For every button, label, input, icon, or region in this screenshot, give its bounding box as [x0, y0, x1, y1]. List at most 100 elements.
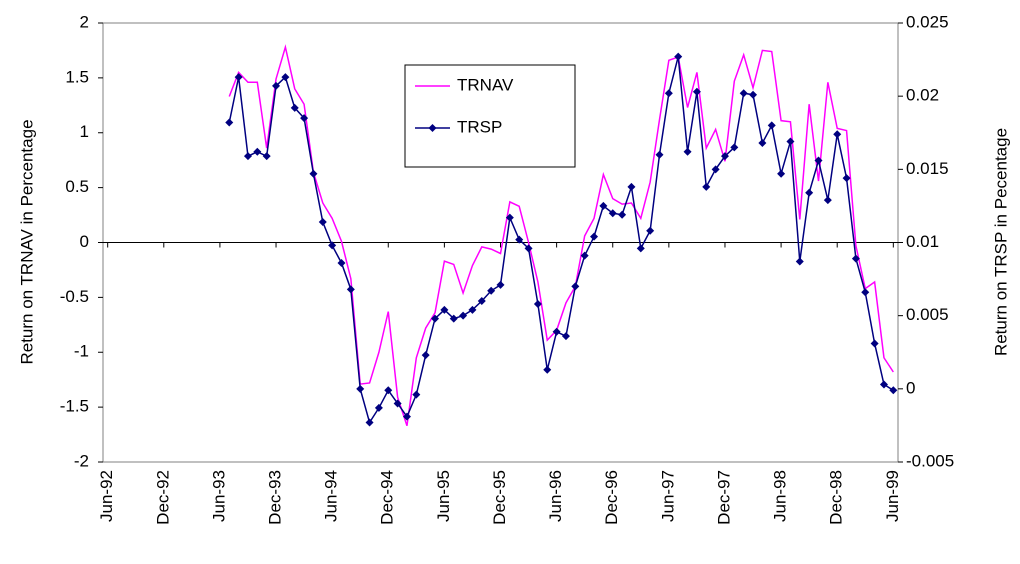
- data-point: [272, 81, 281, 90]
- data-point: [225, 118, 234, 127]
- data-point: [262, 152, 271, 161]
- data-point: [627, 182, 636, 191]
- x-tick-label: Jun-92: [97, 470, 116, 522]
- data-point: [861, 288, 870, 297]
- data-point: [393, 399, 402, 408]
- series-line: [228, 44, 894, 427]
- data-point: [487, 286, 496, 295]
- x-tick-label: Dec-98: [827, 470, 846, 525]
- data-point: [515, 235, 524, 244]
- data-point: [889, 386, 898, 395]
- data-point: [739, 89, 748, 98]
- data-point: [692, 87, 701, 96]
- y-tick-label: 1: [80, 122, 89, 141]
- y-tick-label: -0.5: [60, 287, 89, 306]
- data-point: [468, 305, 477, 314]
- data-point: [636, 244, 645, 253]
- data-point: [561, 332, 570, 341]
- data-point: [777, 169, 786, 178]
- data-point: [720, 152, 729, 161]
- data-point: [412, 390, 421, 399]
- x-tick-label: Dec-95: [490, 470, 509, 525]
- data-point: [477, 297, 486, 306]
- data-point: [655, 150, 664, 159]
- x-tick-label: Jun-96: [546, 470, 565, 522]
- y2-tick-label: 0.01: [906, 232, 939, 251]
- legend-box: [404, 64, 576, 168]
- data-point: [786, 137, 795, 146]
- data-point: [879, 380, 888, 389]
- data-point: [842, 174, 851, 183]
- data-point: [449, 314, 458, 323]
- data-point: [337, 258, 346, 267]
- data-point: [870, 339, 879, 348]
- data-point: [767, 121, 776, 130]
- data-point: [346, 285, 355, 294]
- series-line: [228, 56, 894, 425]
- y-axis-title: Return on TRNAV in Percentage: [17, 119, 36, 364]
- legend-label: TRNAV: [457, 75, 514, 94]
- x-tick-label: Jun-98: [771, 470, 790, 522]
- x-tick-label: Jun-97: [658, 470, 677, 522]
- data-point: [328, 241, 337, 250]
- data-point: [823, 196, 832, 205]
- data-point: [402, 412, 411, 421]
- y-tick-label: -2: [74, 451, 89, 470]
- data-point: [618, 210, 627, 219]
- data-point: [524, 244, 533, 253]
- data-point: [309, 169, 318, 178]
- legend-label: TRSP: [457, 117, 502, 136]
- data-point: [384, 386, 393, 395]
- data-point: [365, 418, 374, 427]
- data-point: [758, 138, 767, 147]
- data-point: [253, 147, 262, 156]
- data-point: [356, 384, 365, 393]
- data-point: [421, 351, 430, 360]
- data-point: [300, 114, 309, 123]
- y2-tick-label: 0: [906, 378, 915, 397]
- data-point: [833, 130, 842, 139]
- data-point: [318, 218, 327, 227]
- y-tick-label: -1.5: [60, 397, 89, 416]
- y2-tick-label: 0.005: [906, 305, 949, 324]
- x-tick-label: Jun-95: [434, 470, 453, 522]
- x-tick-label: Dec-97: [714, 470, 733, 525]
- data-point: [431, 314, 440, 323]
- data-point: [646, 226, 655, 235]
- data-point: [814, 156, 823, 165]
- y2-tick-label: -0.005: [906, 451, 954, 470]
- x-tick-label: Jun-93: [209, 470, 228, 522]
- data-point: [505, 213, 514, 222]
- data-point: [730, 143, 739, 152]
- data-point: [664, 89, 673, 98]
- x-tick-label: Dec-96: [602, 470, 621, 525]
- data-point: [243, 152, 252, 161]
- data-point: [674, 52, 683, 61]
- data-point: [374, 403, 383, 412]
- data-point: [552, 327, 561, 336]
- data-point: [580, 251, 589, 260]
- data-point: [440, 305, 449, 314]
- data-point: [533, 299, 542, 308]
- data-point: [459, 311, 468, 320]
- y2-axis-title: Return on TRSP in Pecentage: [991, 128, 1010, 356]
- data-point: [608, 209, 617, 218]
- data-point: [590, 232, 599, 241]
- legend-marker: [428, 124, 437, 132]
- y-tick-label: 2: [80, 12, 89, 31]
- data-point: [851, 254, 860, 263]
- y2-tick-label: 0.015: [906, 159, 949, 178]
- x-tick-label: Dec-94: [378, 470, 397, 525]
- data-point: [571, 282, 580, 291]
- data-point: [234, 73, 243, 82]
- data-point: [281, 73, 290, 82]
- x-tick-label: Dec-92: [153, 470, 172, 525]
- y2-tick-label: 0.02: [906, 86, 939, 105]
- data-point: [683, 147, 692, 156]
- x-tick-label: Jun-94: [322, 470, 341, 522]
- x-tick-label: Jun-99: [883, 470, 902, 522]
- data-point: [290, 103, 299, 112]
- y-tick-label: 1.5: [65, 67, 89, 86]
- data-point: [749, 90, 758, 99]
